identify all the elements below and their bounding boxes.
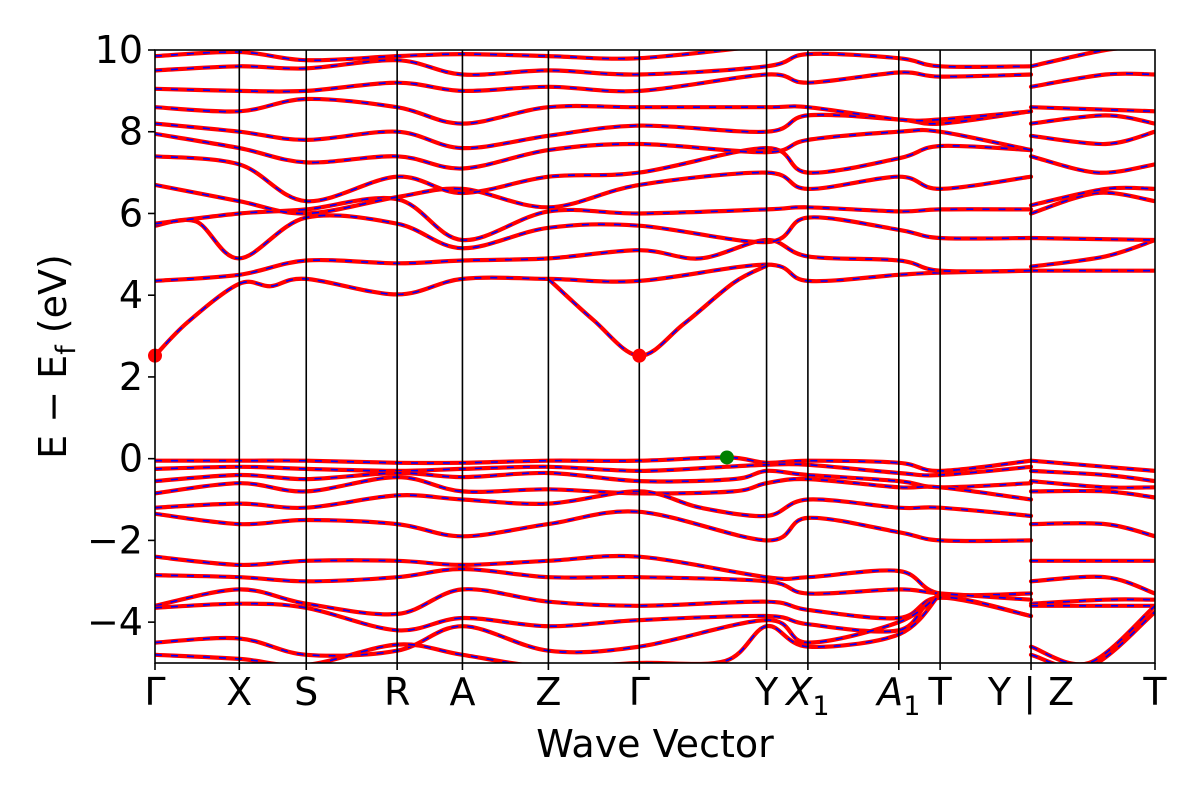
- band-5: [1028, 237, 1155, 269]
- band-13-solid: [1028, 154, 1155, 175]
- band-24-solid: [155, 50, 819, 63]
- y-tick-label: −4: [87, 600, 143, 644]
- band-40: [1028, 597, 1155, 606]
- band-5-solid: [1028, 237, 1155, 269]
- band-6: [155, 213, 1034, 261]
- band-17-solid: [1028, 113, 1155, 126]
- band-22-dashed: [155, 52, 1032, 76]
- band-34-solid: [1028, 521, 1155, 539]
- y-axis-label: E − Ef (eV): [31, 254, 82, 459]
- x-tick-label: Γ: [144, 670, 165, 714]
- x-tick-label: X: [226, 670, 252, 714]
- band-18-dashed: [155, 98, 1032, 125]
- band-43: [155, 595, 1034, 634]
- band-3-dashed: [547, 265, 767, 357]
- y-tick-label: 2: [119, 355, 143, 399]
- band-17-dashed: [1030, 114, 1155, 125]
- x-tick-label: X1: [784, 670, 829, 722]
- x-tick-label: Y | Z: [987, 670, 1074, 715]
- band-23-dashed: [1030, 50, 1111, 68]
- band-32-dashed: [1030, 490, 1155, 499]
- band-47: [155, 591, 943, 663]
- band-35-dashed: [155, 510, 1032, 542]
- band-30-dashed: [1030, 480, 1155, 489]
- x-tick-label: Y: [754, 670, 779, 714]
- band-24-dashed: [155, 50, 732, 62]
- band-9-dashed: [1030, 191, 1155, 215]
- band-7: [1028, 235, 1155, 243]
- band-19-dashed: [1030, 106, 1155, 113]
- band-20-dashed: [155, 71, 1032, 93]
- y-tick-label: 8: [119, 110, 143, 154]
- band-43-dashed: [155, 596, 1032, 633]
- band-21-dashed: [1030, 72, 1155, 88]
- band-44-dashed: [1030, 605, 1155, 663]
- band-24: [155, 50, 819, 63]
- band-5-dashed: [1030, 239, 1155, 268]
- band-7-dashed: [1030, 237, 1155, 241]
- band-28: [1028, 468, 1155, 484]
- x-tick-label: R: [384, 670, 410, 714]
- cbm-marker-1: [632, 348, 647, 363]
- band-15: [1028, 129, 1155, 147]
- band-13: [1028, 154, 1155, 175]
- y-tick-label: 10: [95, 28, 143, 72]
- band-13-dashed: [1030, 155, 1155, 174]
- x-axis-label: Wave Vector: [536, 722, 774, 766]
- band-38-dashed: [1030, 575, 1155, 595]
- band-30: [1028, 479, 1155, 490]
- band-46: [1028, 609, 1155, 663]
- band-15-dashed: [1030, 130, 1155, 145]
- band-21: [1028, 71, 1155, 89]
- x-tick-label: Z: [535, 670, 561, 714]
- band-23-solid: [1028, 50, 1123, 69]
- band-9: [1028, 190, 1155, 216]
- plot-frame: [154, 49, 1156, 664]
- band-3: [546, 263, 769, 358]
- y-tick-label: 4: [119, 273, 143, 317]
- band-34: [1028, 521, 1155, 539]
- band-0: [155, 262, 1034, 358]
- x-tick-label: A1: [874, 670, 920, 722]
- band-19: [1028, 105, 1155, 114]
- x-tick-label: S: [294, 670, 318, 714]
- band-44: [1028, 603, 1155, 663]
- x-tick-label: Γ: [629, 670, 650, 714]
- band-40-dashed: [1030, 598, 1155, 605]
- y-tick-label: 6: [119, 191, 143, 235]
- band-37-dashed: [155, 555, 1032, 596]
- band-6-dashed: [155, 214, 1032, 260]
- band-26: [1028, 458, 1155, 473]
- band-28-dashed: [1030, 470, 1155, 482]
- band-23: [1028, 50, 1123, 69]
- kpoint-dividers: [238, 50, 1032, 663]
- band-34-dashed: [1030, 522, 1155, 538]
- vbm-marker-0: [719, 450, 734, 465]
- band-26-dashed: [1030, 459, 1155, 472]
- band-10-dashed: [155, 171, 1032, 215]
- band-32: [1028, 488, 1155, 500]
- band-0-dashed: [155, 263, 1032, 357]
- x-tick-label: A: [449, 670, 475, 714]
- y-tick-label: −2: [87, 518, 143, 562]
- y-tick-label: 0: [119, 437, 143, 481]
- band-11: [1028, 185, 1155, 208]
- band-extrema-markers: [148, 348, 734, 465]
- band-21-solid: [1028, 71, 1155, 89]
- band-46-solid: [1028, 609, 1155, 663]
- band-11-dashed: [1030, 186, 1155, 207]
- band-9-solid: [1028, 190, 1155, 216]
- band-39-dashed: [155, 568, 1032, 601]
- x-tick-label: T: [1142, 670, 1167, 714]
- band-38: [1028, 574, 1155, 596]
- band-8-dashed: [155, 197, 1032, 241]
- band-17: [1028, 113, 1155, 126]
- x-tick-label: T: [928, 670, 953, 714]
- band-47-solid: [155, 591, 943, 663]
- bands-layer: [155, 50, 1155, 663]
- y-axis-ticks: −4 −2 0 2 4 6 8 10: [87, 28, 155, 644]
